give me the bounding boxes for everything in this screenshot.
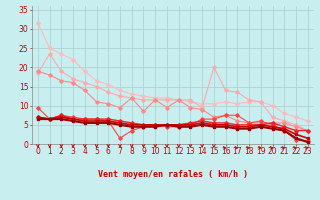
X-axis label: Vent moyen/en rafales ( km/h ): Vent moyen/en rafales ( km/h ) — [98, 170, 248, 179]
